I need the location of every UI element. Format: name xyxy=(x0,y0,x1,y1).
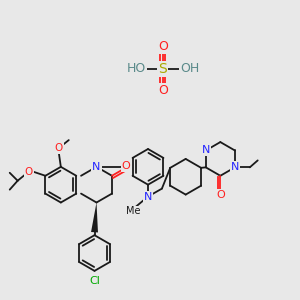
Text: O: O xyxy=(55,143,63,153)
Text: O: O xyxy=(216,190,225,200)
Text: OH: OH xyxy=(180,62,199,75)
Text: HO: HO xyxy=(127,62,146,75)
Text: Me: Me xyxy=(126,206,140,216)
Text: S: S xyxy=(158,62,167,76)
Text: N: N xyxy=(92,162,101,172)
Text: O: O xyxy=(158,84,168,97)
Text: Cl: Cl xyxy=(89,276,100,286)
Text: O: O xyxy=(122,161,130,171)
Text: N: N xyxy=(202,146,210,155)
Text: N: N xyxy=(231,162,239,172)
Text: N: N xyxy=(144,192,152,202)
Text: O: O xyxy=(24,167,33,177)
Text: O: O xyxy=(158,40,168,53)
Polygon shape xyxy=(91,202,98,232)
